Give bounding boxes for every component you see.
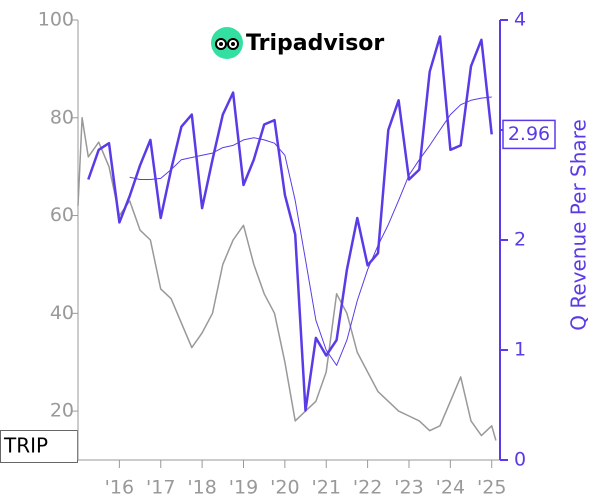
logo-icon — [211, 27, 243, 59]
x-tick-label: '21 — [312, 477, 341, 499]
x-tick-label: '24 — [436, 477, 465, 499]
y2-tick-label: 4 — [514, 9, 526, 31]
y-tick-label: 80 — [50, 106, 74, 128]
series-line — [77, 117, 497, 441]
logo: Tripadvisor — [211, 27, 384, 59]
series-line — [129, 96, 492, 366]
last-value-label: 2.96 — [508, 123, 550, 145]
y-tick-label: 40 — [50, 302, 74, 324]
last-value-box — [502, 119, 556, 150]
y-tick-label: 100 — [38, 9, 74, 31]
x-tick-label: '23 — [394, 477, 423, 499]
y2-tick-label: 2 — [514, 229, 526, 251]
x-tick-label: '18 — [187, 477, 216, 499]
x-tick-label: '17 — [146, 477, 175, 499]
y2-axis-label: Q Revenue Per Share — [567, 119, 591, 331]
logo-pupil — [231, 42, 235, 46]
ticker: TRIP — [3, 434, 48, 458]
x-tick-label: '19 — [229, 477, 258, 499]
logo-text: Tripadvisor — [246, 31, 384, 56]
y-tick-label: 60 — [50, 204, 74, 226]
x-tick-label: '20 — [270, 477, 299, 499]
y-tick-label: 20 — [50, 400, 74, 422]
x-tick-label: '25 — [477, 477, 506, 499]
x-tick-label: '22 — [353, 477, 382, 499]
y2-tick-label: 0 — [514, 449, 526, 471]
series-line — [87, 35, 493, 412]
x-tick-label: '16 — [105, 477, 134, 499]
logo-pupil — [219, 42, 223, 46]
y2-tick-label: 1 — [514, 339, 526, 361]
